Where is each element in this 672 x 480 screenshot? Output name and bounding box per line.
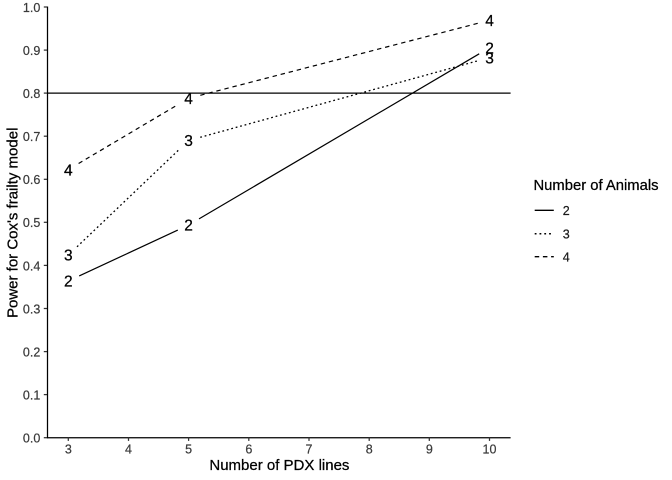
svg-text:0.7: 0.7 xyxy=(23,130,40,144)
svg-text:1.0: 1.0 xyxy=(23,1,40,15)
svg-text:3: 3 xyxy=(64,248,73,265)
svg-text:3: 3 xyxy=(184,133,193,150)
svg-text:6: 6 xyxy=(245,442,252,456)
svg-text:0.3: 0.3 xyxy=(23,302,40,316)
svg-text:0.4: 0.4 xyxy=(23,259,40,273)
svg-text:2: 2 xyxy=(563,204,570,218)
svg-text:0.1: 0.1 xyxy=(23,389,40,403)
svg-text:Number of Animals: Number of Animals xyxy=(534,178,659,194)
svg-text:3: 3 xyxy=(485,50,494,67)
svg-text:4: 4 xyxy=(64,162,73,179)
svg-text:3: 3 xyxy=(65,442,72,456)
svg-text:3: 3 xyxy=(563,228,570,242)
svg-text:4: 4 xyxy=(563,251,570,265)
svg-text:8: 8 xyxy=(366,442,373,456)
svg-text:0.8: 0.8 xyxy=(23,87,40,101)
svg-text:2: 2 xyxy=(64,274,73,291)
svg-text:0.9: 0.9 xyxy=(23,44,40,58)
svg-text:0.0: 0.0 xyxy=(23,432,40,446)
svg-text:7: 7 xyxy=(306,442,313,456)
svg-text:0.2: 0.2 xyxy=(23,346,40,360)
svg-text:0.5: 0.5 xyxy=(23,216,40,230)
svg-text:0.6: 0.6 xyxy=(23,173,40,187)
svg-text:5: 5 xyxy=(185,442,192,456)
svg-text:Power for Cox's frailty model: Power for Cox's frailty model xyxy=(5,128,22,318)
svg-text:10: 10 xyxy=(483,442,497,456)
svg-text:Number of PDX lines: Number of PDX lines xyxy=(209,457,349,474)
svg-text:4: 4 xyxy=(125,442,132,456)
svg-text:2: 2 xyxy=(184,218,193,235)
svg-text:4: 4 xyxy=(485,13,494,30)
svg-text:2: 2 xyxy=(485,40,494,57)
svg-text:9: 9 xyxy=(426,442,433,456)
svg-text:4: 4 xyxy=(184,91,193,108)
